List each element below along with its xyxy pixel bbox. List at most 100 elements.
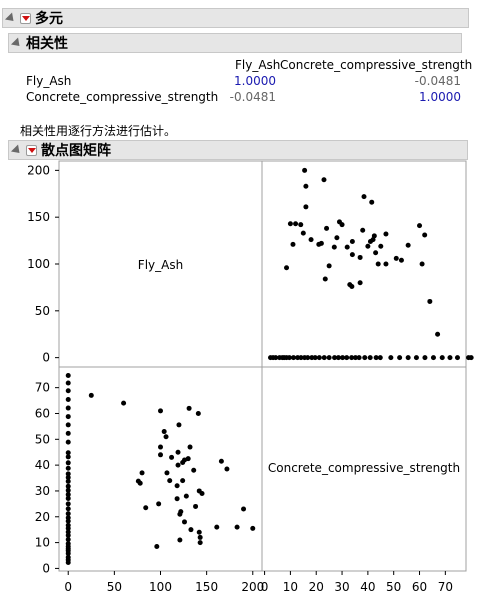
scatter-point-bottom-left [181,519,187,525]
scatter-point-bottom-left [65,554,71,560]
scatter-point-top-right [303,204,309,210]
scatter-point-bottom-left [65,388,71,394]
scatter-point-top-right [290,241,296,247]
scatter-point-top-right [284,265,290,271]
scatter-point-bottom-left [164,470,170,476]
scatter-point-top-right [331,244,337,250]
diag-label-strength: Concrete_compressive_strength [268,461,460,475]
y-tick-label-strength: 0 [42,561,50,575]
scatter-point-top-right [322,276,328,282]
scatter-point-bottom-left [158,444,163,450]
scatter-point-bottom-left [65,515,71,521]
scatter-point-top-right [369,199,375,205]
scatter-point-top-right [367,355,373,361]
scatter-point-top-right [293,221,299,227]
scatter-point-bottom-left [121,400,127,406]
scatter-point-bottom-left [224,466,230,472]
scatter-point-top-right [377,355,383,361]
corr-cell: 1.0000 [419,90,461,104]
y-tick-label-strength: 30 [35,484,50,498]
scatter-point-bottom-left [158,452,163,458]
row-label-strength: Concrete_compressive_strength [26,90,219,104]
scatter-point-bottom-left [65,478,71,484]
scatter-point-top-right [405,355,411,361]
scatter-point-bottom-left [65,450,71,456]
scatter-point-bottom-left [197,534,203,540]
scatter-point-top-right [373,250,379,256]
scatter-point-bottom-left [65,487,71,493]
scatter-point-top-right [308,237,314,243]
scatter-point-top-right [439,355,445,361]
scatter-point-bottom-left [161,429,167,435]
scatter-point-bottom-left [137,480,143,486]
scatter-point-bottom-left [199,491,205,497]
scatter-point-top-right [393,255,399,261]
scatter-point-bottom-left [174,483,180,489]
scatter-point-bottom-left [65,541,71,547]
scatter-point-top-right [468,355,474,361]
scatter-point-bottom-left [180,478,186,484]
red-triangle-menu-icon[interactable] [20,12,31,24]
scatter-point-bottom-left [65,397,71,403]
x-tick-label-strength: 20 [309,580,324,594]
scatter-point-bottom-left [65,439,71,445]
y-tick-label-strength: 20 [35,510,50,524]
scatter-point-top-right [447,355,453,361]
corr-cell: 1.0000 [234,74,276,88]
scatter-point-bottom-left [177,537,183,543]
scatter-point-bottom-left [65,414,71,420]
correlation-outline-header[interactable]: 相关性 [8,33,462,53]
scatter-point-top-right [357,280,363,286]
x-tick-label-fly-ash: 50 [107,580,122,594]
scatter-point-bottom-left [65,380,71,386]
scatter-point-top-right [378,243,384,249]
scatter-point-top-right [373,355,379,361]
scatter-point-bottom-left [183,493,189,499]
scatter-point-top-right [427,298,433,304]
scatter-point-top-right [318,240,324,246]
scatter-point-top-right [298,222,304,228]
y-tick-label-strength: 70 [35,381,50,395]
multivariate-outline-header[interactable]: 多元 [2,8,469,28]
scatter-point-bottom-left [65,471,71,477]
scatter-point-bottom-left [65,492,71,498]
scatter-point-bottom-left [214,524,220,530]
y-tick-label-strength: 40 [35,458,50,472]
scatter-point-top-right [305,355,311,361]
scatter-point-bottom-left [167,478,173,484]
scatter-matrix-title: 散点图矩阵 [41,143,111,159]
x-tick-label-strength: 60 [412,580,427,594]
scatter-point-top-right [383,261,389,267]
corr-cell: -0.0481 [414,74,461,88]
scatter-point-top-right [352,355,358,361]
scatter-point-bottom-left [174,496,180,502]
scatter-point-bottom-left [185,456,191,462]
x-tick-label-strength: 70 [438,580,453,594]
scatter-point-bottom-left [65,522,71,528]
scatter-point-top-right [417,223,423,229]
scatter-point-top-right [326,263,332,269]
scatter-point-top-right [340,355,346,361]
scatter-point-bottom-left [65,465,71,471]
scatter-point-top-right [349,252,355,258]
y-tick-label-strength: 60 [35,406,50,420]
scatter-point-top-right [349,239,355,245]
diag-label-fly-ash: Fly_Ash [138,258,183,272]
x-tick-label-strength: 30 [334,580,349,594]
scatter-point-top-right [344,355,350,361]
scatter-point-bottom-left [156,501,162,507]
scatter-point-top-right [388,355,394,361]
y-tick-label-strength: 10 [35,536,50,550]
scatter-point-bottom-left [65,506,71,512]
scatter-point-top-right [321,177,327,183]
scatter-matrix-outline-header[interactable]: 散点图矩阵 [8,140,468,160]
red-triangle-menu-icon[interactable] [26,144,37,156]
scatter-point-top-right [303,183,309,189]
scatter-point-top-right [298,355,304,361]
scatter-point-bottom-left [175,462,181,468]
scatter-point-top-right [356,355,362,361]
estimation-note: 相关性用逐行方法进行估计。 [20,124,177,138]
scatter-point-top-right [326,355,332,361]
x-tick-label-strength: 10 [283,580,298,594]
scatter-point-top-right [375,261,381,267]
